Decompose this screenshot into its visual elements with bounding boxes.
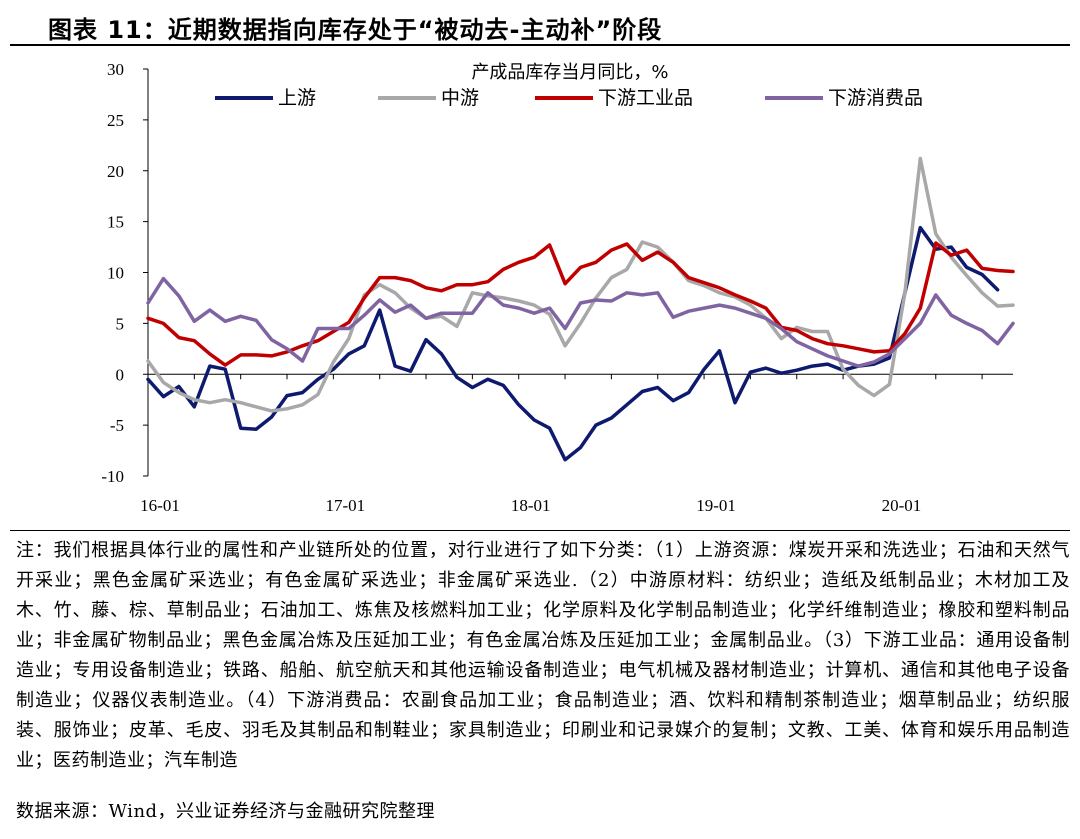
notes-divider	[10, 530, 1070, 531]
series-line-3	[146, 241, 1015, 367]
y-axis: -10 -5 0 5 10 15 20 25 30	[101, 60, 149, 486]
y-tick-label: -10	[101, 467, 124, 486]
legend: 上游 中游 下游工业品 下游消费品	[215, 87, 923, 109]
y-tick-label: 20	[107, 162, 124, 181]
figure-title: 图表 11：近期数据指向库存处于“被动去-主动补”阶段	[48, 16, 663, 44]
x-axis: 16-01 17-01 18-01 19-01 20-01	[140, 373, 1013, 515]
series-line-2	[146, 156, 1015, 413]
series-line-4	[146, 276, 1015, 368]
data-source: 数据来源：Wind，兴业证券经济与金融研究院整理	[16, 801, 436, 822]
y-tick-label: 25	[107, 111, 124, 130]
line-chart: -10 -5 0 5 10 15 20 25 30 16-01 17-01 18-01 19-01 20…	[101, 60, 1015, 515]
y-tick-label: 15	[107, 213, 124, 232]
y-tick-label: 30	[107, 60, 124, 79]
y-tick-label: 5	[116, 314, 125, 333]
chart-subtitle: 产成品库存当月同比，%	[471, 62, 668, 83]
figure-notes: 注：我们根据具体行业的属性和产业链所处的位置，对行业进行了如下分类：（1）上游资…	[16, 540, 1070, 771]
x-tick-label: 16-01	[140, 496, 180, 515]
x-tick-label: 19-01	[696, 496, 736, 515]
x-tick-label: 20-01	[882, 496, 922, 515]
title-divider	[10, 44, 1070, 46]
y-tick-label: 10	[107, 264, 124, 283]
legend-label-3: 下游工业品	[598, 87, 693, 109]
legend-label-1: 上游	[278, 87, 316, 109]
y-tick-label: -5	[110, 416, 124, 435]
legend-label-2: 中游	[441, 87, 479, 109]
y-tick-label: 0	[116, 365, 125, 384]
series-layer	[146, 156, 1015, 462]
x-tick-label: 17-01	[326, 496, 366, 515]
legend-label-4: 下游消费品	[828, 87, 923, 109]
x-tick-label: 18-01	[511, 496, 551, 515]
